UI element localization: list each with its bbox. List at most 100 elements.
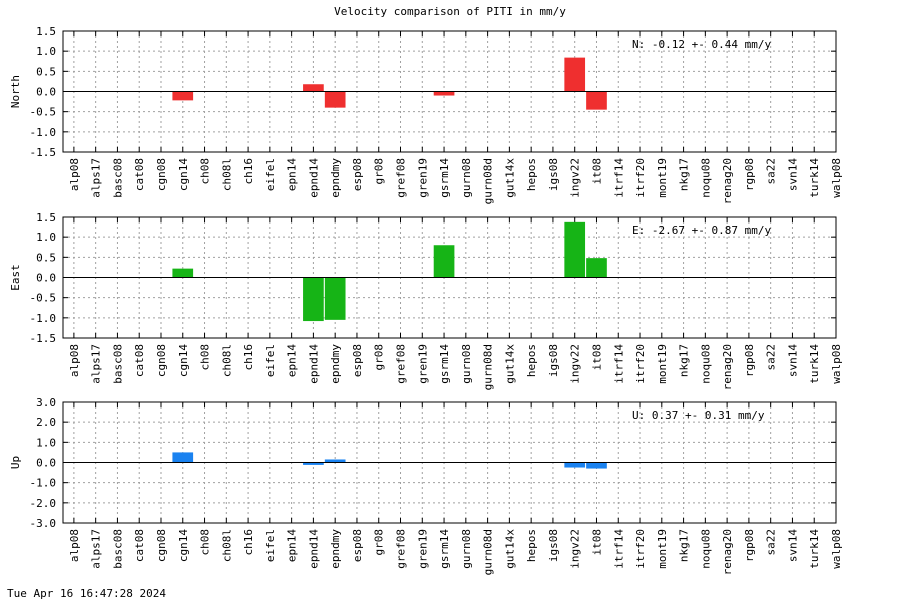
xtick-label: turk14 bbox=[808, 529, 821, 569]
xtick-label: esp08 bbox=[351, 344, 364, 377]
xtick-label: cgn08 bbox=[155, 344, 168, 377]
plot-frame bbox=[62, 216, 837, 339]
xtick-label: gurn08d bbox=[482, 158, 495, 204]
xtick-label: itrf14 bbox=[612, 158, 625, 198]
summary-label: E: -2.67 +- 0.87 mm/y bbox=[632, 224, 771, 237]
xtick-label: gurn08 bbox=[460, 158, 473, 198]
xtick-label: itrf20 bbox=[634, 344, 647, 384]
ytick-label: -1.5 bbox=[30, 146, 57, 159]
xtick-label: epnd14 bbox=[307, 158, 320, 198]
xtick-label: alp08 bbox=[68, 529, 81, 562]
xtick-label: mont19 bbox=[656, 529, 669, 569]
ytick-label: 0.5 bbox=[36, 251, 56, 264]
xtick-label: esp08 bbox=[351, 529, 364, 562]
panel-north: 1.5 1.0 0.5 0.0 -0.5 -1.0 -1.5 alp08 alps17 basc0… bbox=[9, 25, 843, 204]
ytick-label: -3.0 bbox=[30, 517, 57, 530]
xtick-label: gsrm14 bbox=[438, 344, 451, 384]
bar-epndmy bbox=[324, 459, 346, 463]
summary-label: U: 0.37 +- 0.31 mm/y bbox=[632, 409, 765, 422]
xtick-label: gut14x bbox=[503, 344, 516, 384]
xtick-label: it08 bbox=[590, 529, 603, 556]
xtick-label: gsrm14 bbox=[438, 529, 451, 569]
xtick-label: eifel bbox=[264, 344, 277, 377]
xtick-label: gsrm14 bbox=[438, 158, 451, 198]
xtick-label: igs08 bbox=[547, 529, 560, 562]
xtick-label: ingv22 bbox=[569, 529, 582, 569]
xtick-label: gurn08d bbox=[482, 529, 495, 575]
ytick-label: 1.0 bbox=[36, 45, 56, 58]
ytick-label: 1.0 bbox=[36, 436, 56, 449]
xtick-label: noqu08 bbox=[699, 158, 712, 198]
xtick-label: hepos bbox=[525, 158, 538, 191]
bar-epnd14 bbox=[303, 277, 324, 322]
xtick-label: nkg17 bbox=[678, 529, 691, 562]
bar-it08 bbox=[586, 258, 607, 278]
xtick-label: gref08 bbox=[395, 344, 408, 384]
xtick-label: basc08 bbox=[111, 344, 124, 384]
xtick-label: gr08 bbox=[373, 344, 386, 371]
xtick-label: ch16 bbox=[242, 158, 255, 185]
xtick-label: turk14 bbox=[808, 158, 821, 198]
xtick-label: itrf20 bbox=[634, 529, 647, 569]
ytick-label: 2.0 bbox=[36, 416, 56, 429]
xtick-label: cat08 bbox=[133, 158, 146, 191]
xtick-label: gurn08 bbox=[460, 344, 473, 384]
bar-epndmy bbox=[324, 277, 346, 320]
bar-gsrm14 bbox=[433, 91, 455, 96]
ytick-label: 0.0 bbox=[36, 272, 56, 285]
xtick-label: ch08l bbox=[220, 158, 233, 191]
xtick-label: epnd14 bbox=[307, 344, 320, 384]
xtick-label: ch08l bbox=[220, 344, 233, 377]
xtick-label: sa22 bbox=[765, 158, 778, 185]
ytick-label: -0.5 bbox=[30, 106, 57, 119]
xtick-label: itrf20 bbox=[634, 158, 647, 198]
xtick-label: gurn08 bbox=[460, 529, 473, 569]
ytick-label: 1.5 bbox=[36, 211, 56, 224]
xtick-label: epn14 bbox=[286, 529, 299, 562]
xtick-label: esp08 bbox=[351, 158, 364, 191]
xtick-label: walp08 bbox=[830, 344, 843, 384]
ytick-label: -2.0 bbox=[30, 497, 57, 510]
plot-frame bbox=[62, 401, 837, 524]
ytick-label: 0.0 bbox=[36, 86, 56, 99]
xtick-label: alps17 bbox=[90, 344, 103, 384]
y-axis-label: East bbox=[9, 264, 22, 291]
bar-cgn14 bbox=[172, 268, 194, 278]
xtick-label: ch08 bbox=[199, 529, 212, 556]
xtick-label: ingv22 bbox=[569, 158, 582, 198]
xtick-label: noqu08 bbox=[699, 344, 712, 384]
xtick-label: turk14 bbox=[808, 344, 821, 384]
plot-frame bbox=[62, 30, 837, 153]
xtick-label: itrf14 bbox=[612, 529, 625, 569]
xtick-label: rgp08 bbox=[743, 529, 756, 562]
ytick-label: -1.5 bbox=[30, 332, 57, 345]
xtick-label: walp08 bbox=[830, 158, 843, 198]
xtick-label: gref08 bbox=[395, 529, 408, 569]
ytick-label: 1.0 bbox=[36, 231, 56, 244]
xtick-label: svn14 bbox=[786, 158, 799, 191]
xtick-label: ingv22 bbox=[569, 344, 582, 384]
xtick-label: nkg17 bbox=[678, 344, 691, 377]
bar-cgn14 bbox=[172, 452, 194, 463]
xtick-label: hepos bbox=[525, 344, 538, 377]
summary-label: N: -0.12 +- 0.44 mm/y bbox=[632, 38, 771, 51]
xtick-label: gren19 bbox=[416, 158, 429, 198]
xtick-label: cgn08 bbox=[155, 529, 168, 562]
bar-it08 bbox=[586, 91, 607, 110]
xtick-label: alp08 bbox=[68, 344, 81, 377]
xtick-label: epndmy bbox=[329, 158, 342, 198]
xtick-label: renag20 bbox=[721, 158, 734, 204]
xtick-label: nkg17 bbox=[678, 158, 691, 191]
chart-title: Velocity comparison of PITI in mm/y bbox=[334, 5, 566, 18]
bar-epndmy bbox=[324, 91, 346, 108]
xtick-label: gr08 bbox=[373, 529, 386, 556]
bar-it08 bbox=[586, 462, 607, 469]
xtick-label: mont19 bbox=[656, 344, 669, 384]
bar-ingv22 bbox=[564, 462, 586, 468]
xtick-label: rgp08 bbox=[743, 158, 756, 191]
xtick-label: igs08 bbox=[547, 344, 560, 377]
xtick-label: itrf14 bbox=[612, 344, 625, 384]
xtick-label: cat08 bbox=[133, 529, 146, 562]
xtick-label: alp08 bbox=[68, 158, 81, 191]
